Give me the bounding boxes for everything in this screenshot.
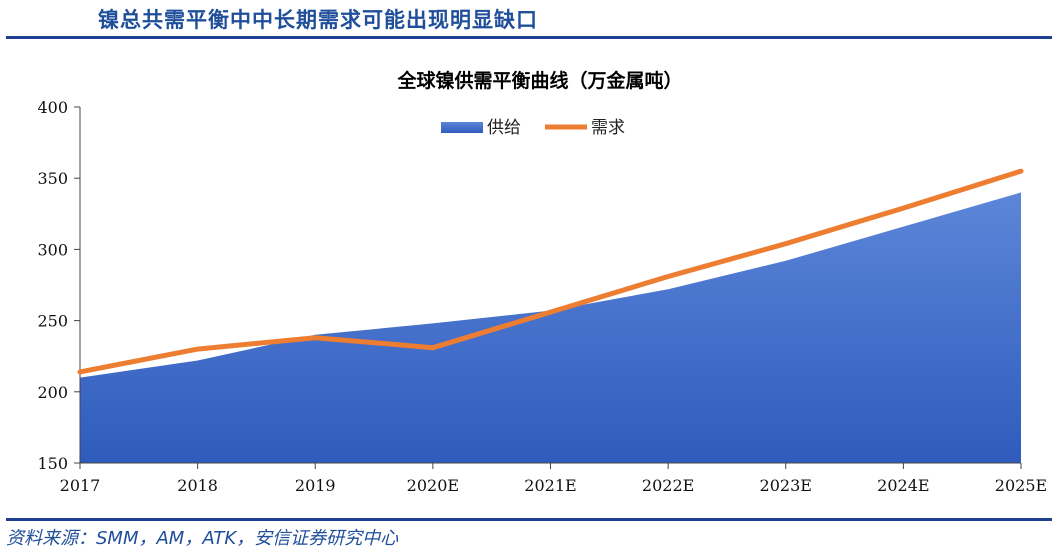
chart-title: 全球镍供需平衡曲线（万金属吨） <box>396 69 682 92</box>
x-tick-label: 2021E <box>524 476 576 495</box>
x-tick-label: 2018 <box>177 476 218 495</box>
legend-swatch-supply <box>441 122 483 133</box>
x-tick-label: 2019 <box>295 476 336 495</box>
x-tick-label: 2017 <box>60 476 101 495</box>
x-tick-label: 2023E <box>760 476 812 495</box>
footer-divider <box>6 518 1052 521</box>
y-tick-label: 400 <box>37 98 68 117</box>
x-tick-label: 2020E <box>407 476 459 495</box>
chart-legend: 供给 需求 <box>441 118 625 138</box>
y-tick-label: 350 <box>37 169 68 188</box>
supply-demand-chart: 全球镍供需平衡曲线（万金属吨） 供给 需求 150 200 250 300 350 400… <box>37 69 1047 495</box>
plot-area: 150 200 250 300 350 400 2017 2018 2019 2020E 2021E… <box>37 98 1047 495</box>
legend-label-supply: 供给 <box>487 118 521 138</box>
source-note: 资料来源：SMM，AM，ATK，安信证券研究中心 <box>6 528 399 549</box>
y-tick-label: 200 <box>37 383 68 402</box>
header-divider <box>6 36 1052 39</box>
x-tick-label: 2025E <box>995 476 1047 495</box>
y-tick-label: 150 <box>37 454 68 473</box>
supply-area <box>80 192 1021 463</box>
y-tick-label: 250 <box>37 312 68 331</box>
page-header-title: 镍总共需平衡中中长期需求可能出现明显缺口 <box>98 8 538 32</box>
y-tick-label: 300 <box>37 240 68 259</box>
x-tick-label: 2022E <box>642 476 694 495</box>
legend-label-demand: 需求 <box>591 118 625 138</box>
x-tick-label: 2024E <box>877 476 929 495</box>
